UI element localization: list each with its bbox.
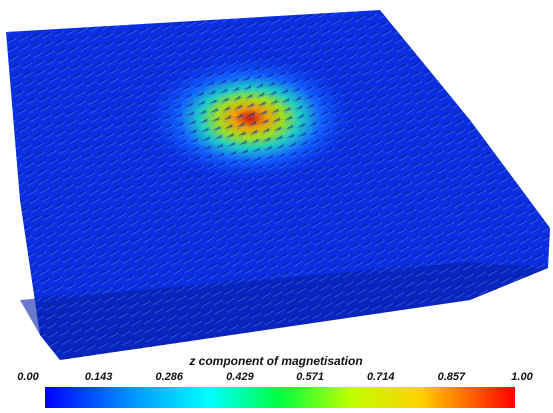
colorbar-tick-label: 0.857	[438, 371, 466, 383]
colorbar-tick-label: 0.714	[367, 371, 395, 383]
colorbar-ticks: 0.00 0.143 0.286 0.429 0.571 0.714 0.857 1.00	[17, 371, 533, 383]
magnetisation-field	[6, 10, 550, 360]
colorbar-tick-label: 1.00	[511, 371, 533, 383]
colorbar-tick-label: 0.143	[85, 371, 113, 383]
arrow-texture	[6, 10, 550, 360]
colorbar-tick-label: 0.00	[17, 371, 39, 383]
colorbar-tick-label: 0.571	[296, 371, 324, 383]
colorbar-tick-label: 0.286	[156, 371, 184, 383]
colorbar-tick-label: 0.429	[226, 371, 254, 383]
colorbar-title: z component of magnetisation	[188, 354, 362, 368]
colorbar	[45, 387, 515, 408]
